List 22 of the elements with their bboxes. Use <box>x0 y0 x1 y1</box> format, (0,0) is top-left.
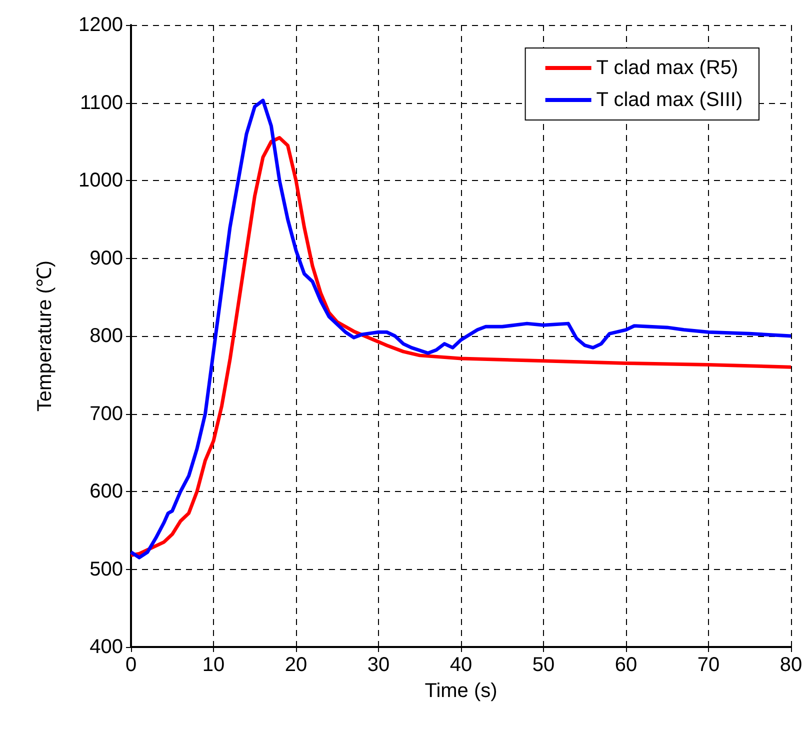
x-tick-label: 80 <box>780 654 802 676</box>
y-tick-label: 700 <box>90 402 123 425</box>
legend-label: T clad max (SIII) <box>596 89 743 111</box>
x-tick-label: 70 <box>697 654 720 676</box>
y-tick-label: 1100 <box>80 92 123 114</box>
x-tick-label: 30 <box>367 654 390 676</box>
x-tick-label: 10 <box>202 654 225 676</box>
y-tick-label: 400 <box>90 636 123 658</box>
y-tick-label: 1000 <box>78 170 123 192</box>
x-tick-label: 60 <box>614 654 638 676</box>
legend-label: T clad max (R5) <box>596 57 738 79</box>
x-tick-label: 50 <box>532 654 555 676</box>
y-axis-title: Temperature (℃) <box>34 260 56 412</box>
x-axis-title: Time (s) <box>424 680 498 702</box>
y-tick-label: 500 <box>90 558 123 580</box>
y-tick-label: 600 <box>90 480 123 502</box>
x-tick-label: 0 <box>125 654 137 676</box>
y-tick-label: 900 <box>90 247 123 270</box>
x-tick-label: 40 <box>450 654 472 676</box>
x-tick-label: 20 <box>284 654 308 676</box>
y-tick-label: 1200 <box>78 14 123 36</box>
y-tick-label: 800 <box>90 325 123 347</box>
